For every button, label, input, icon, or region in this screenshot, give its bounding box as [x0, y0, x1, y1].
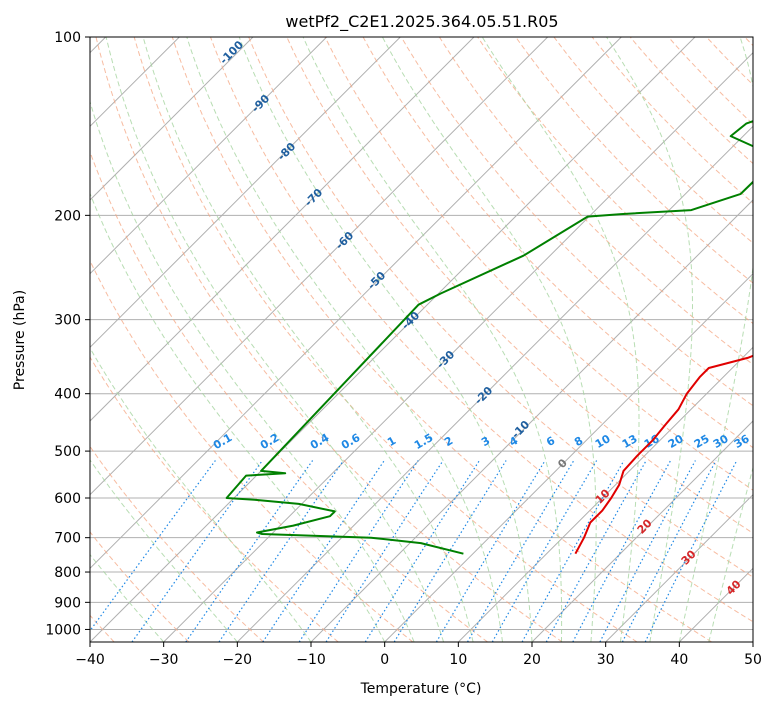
mixing-ratio-line [185, 460, 314, 642]
isotherm-line [605, 493, 753, 642]
axes: −40 −30 −20 −10 0 10 20 30 40 50 100 200 300 400 500 60… [45, 30, 762, 668]
mixing-ratio-line [491, 460, 598, 642]
dry-adiabat-line [133, 37, 638, 642]
isotherm-line [384, 272, 753, 642]
moist-adiabat-line [481, 37, 640, 642]
moist-adiabat-line [302, 37, 563, 642]
moist-adiabat-line [142, 37, 474, 642]
moist-adiabat-line [90, 553, 165, 642]
moist-adiabat-line [90, 347, 312, 642]
moist-adiabat-line [186, 37, 503, 642]
isotherm-line [90, 37, 328, 275]
isotherm-line [90, 37, 401, 349]
moist-adiabat-line [678, 37, 753, 642]
y-tick-label: 1000 [45, 622, 81, 638]
mixing-ratio-line [435, 460, 546, 642]
x-tick-label: −10 [296, 652, 326, 668]
moist-adiabat-line [606, 37, 693, 642]
isotherm-line [457, 346, 753, 642]
temperature-profile-line [574, 354, 753, 555]
dry-adiabat-line [248, 37, 753, 578]
plot-area: -100-90-80-70-60-50-40-30-20-100.1 0.2 0.4… [90, 37, 753, 642]
isotherm-line [90, 37, 696, 642]
moist-adiabat-line [381, 37, 597, 642]
x-axis-label: Temperature (°C) [360, 681, 482, 697]
x-tick-label: −20 [223, 652, 253, 668]
dry-adiabat-line [90, 150, 488, 642]
x-tick-label: 50 [744, 652, 762, 668]
x-tick-label: 30 [597, 652, 615, 668]
x-tick-label: 10 [449, 652, 467, 668]
mixing-ratio-line [298, 460, 419, 642]
dry-adiabat-line [553, 37, 753, 244]
y-tick-label: 500 [54, 444, 81, 460]
x-tick-label: −40 [75, 652, 105, 668]
y-tick-label: 300 [54, 313, 81, 329]
moist-adiabat-line [90, 192, 386, 642]
mixing-ratio-line [90, 460, 216, 632]
dry-adiabat-line [286, 37, 753, 534]
dewpoint-profile-line [225, 120, 753, 555]
y-axis-label: Pressure (hPa) [12, 290, 28, 390]
isotherm-line [90, 37, 475, 422]
dry-adiabat-line [90, 531, 190, 642]
dry-adiabat-line [95, 37, 563, 642]
mixing-ratio-line [262, 460, 385, 642]
moist-adiabat-line [90, 459, 238, 642]
x-tick-label: 40 [670, 652, 688, 668]
dry-adiabat-line [324, 37, 753, 491]
x-tick-label: 0 [380, 652, 389, 668]
moist-adiabat-line [105, 37, 445, 642]
isotherm-line [531, 420, 753, 642]
chart-title: wetPf2_C2E1.2025.364.05.51.R05 [285, 12, 558, 32]
isotherm-line [90, 37, 254, 201]
mixing-ratio-line [131, 460, 263, 642]
y-tick-label: 900 [54, 595, 81, 611]
isotherm-line [90, 37, 549, 496]
y-tick-label: 600 [54, 491, 81, 507]
isotherm-line [236, 125, 753, 642]
mixing-ratio-line [521, 460, 625, 642]
moist-adiabat-line [90, 99, 415, 642]
dry-adiabat-line [171, 37, 712, 642]
y-tick-label: 200 [54, 208, 81, 224]
y-tick-label: 100 [54, 30, 81, 46]
dry-adiabat-line [400, 37, 753, 407]
moist-adiabat-line [238, 37, 533, 642]
mixing-ratio-line [644, 460, 738, 642]
isotherm-line [163, 51, 753, 642]
dry-adiabat-line [591, 37, 753, 204]
dry-adiabat-line [90, 259, 414, 642]
mixing-ratio-line [218, 460, 344, 642]
y-tick-label: 800 [54, 565, 81, 581]
dry-adiabat-line [477, 37, 753, 325]
x-tick-label: −30 [149, 652, 179, 668]
dry-adiabat-line [438, 37, 753, 365]
mixing-ratio-line [545, 460, 647, 642]
isotherm-line [90, 37, 622, 570]
y-tick-label: 700 [54, 531, 81, 547]
plot-frame [89, 36, 754, 643]
moist-adiabat-line [708, 465, 753, 642]
y-tick-label: 400 [54, 387, 81, 403]
dry-adiabat-line [362, 37, 753, 449]
mixing-ratio-line [466, 460, 575, 642]
dry-adiabat-line [210, 37, 753, 623]
x-tick-label: 20 [523, 652, 541, 668]
